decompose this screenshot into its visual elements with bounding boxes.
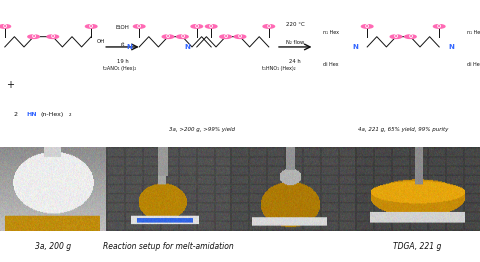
Text: OH: OH [96, 39, 105, 43]
Circle shape [85, 25, 97, 28]
Text: +: + [6, 80, 13, 90]
Text: O: O [209, 24, 213, 29]
Circle shape [220, 35, 231, 39]
Text: t₁HNO₁ (Hex)₂: t₁HNO₁ (Hex)₂ [262, 67, 295, 72]
Text: 3a, >200 g, >99% yield: 3a, >200 g, >99% yield [168, 127, 235, 132]
Text: 3a, 200 g: 3a, 200 g [35, 242, 71, 251]
Text: Reaction setup for melt-amidation: Reaction setup for melt-amidation [103, 242, 233, 251]
Text: n₁ Hex: n₁ Hex [323, 30, 339, 35]
Text: O: O [166, 34, 170, 39]
Circle shape [28, 35, 39, 39]
Text: O: O [3, 24, 7, 29]
Text: O: O [51, 34, 55, 39]
Circle shape [133, 25, 145, 28]
Text: O: O [267, 24, 271, 29]
Text: O: O [365, 24, 369, 29]
Text: O: O [437, 24, 441, 29]
Text: O: O [89, 24, 93, 29]
Circle shape [361, 25, 373, 28]
Text: O: O [32, 34, 36, 39]
Circle shape [234, 35, 246, 39]
Text: rt: rt [120, 41, 125, 47]
Circle shape [205, 25, 217, 28]
Circle shape [177, 35, 188, 39]
Text: O: O [137, 24, 141, 29]
Text: N: N [184, 44, 190, 50]
Circle shape [263, 25, 275, 28]
Text: TDGA, 221 g: TDGA, 221 g [394, 242, 442, 251]
Text: t₂ANO₁ (Hex)₂: t₂ANO₁ (Hex)₂ [103, 67, 137, 72]
Text: O: O [224, 34, 228, 39]
Text: (n-Hex): (n-Hex) [41, 112, 64, 117]
Circle shape [47, 35, 59, 39]
Text: ₂: ₂ [69, 112, 71, 117]
Text: N: N [448, 44, 454, 50]
Circle shape [0, 25, 11, 28]
Circle shape [390, 35, 402, 39]
Circle shape [162, 35, 174, 39]
Text: N₂ flow: N₂ flow [286, 40, 304, 45]
Text: O: O [238, 34, 242, 39]
Text: di Hex: di Hex [468, 62, 480, 67]
Text: N: N [127, 44, 132, 50]
Text: HN: HN [26, 112, 37, 117]
Text: n₁ Hex: n₁ Hex [467, 30, 480, 35]
Text: 4a, 221 g, 65% yield, 99% purity: 4a, 221 g, 65% yield, 99% purity [358, 127, 448, 132]
Text: di Hex: di Hex [324, 62, 339, 67]
Text: O: O [394, 34, 398, 39]
Text: 220 °C: 220 °C [286, 23, 305, 28]
Text: EtOH: EtOH [116, 25, 129, 30]
Text: O: O [408, 34, 412, 39]
Text: 19 h: 19 h [117, 59, 128, 64]
Circle shape [191, 25, 203, 28]
Text: O: O [195, 24, 199, 29]
Circle shape [405, 35, 416, 39]
Circle shape [433, 25, 445, 28]
Text: 24 h: 24 h [289, 59, 301, 64]
Text: O: O [180, 34, 184, 39]
Text: 2: 2 [14, 112, 20, 117]
Text: N: N [352, 44, 358, 50]
